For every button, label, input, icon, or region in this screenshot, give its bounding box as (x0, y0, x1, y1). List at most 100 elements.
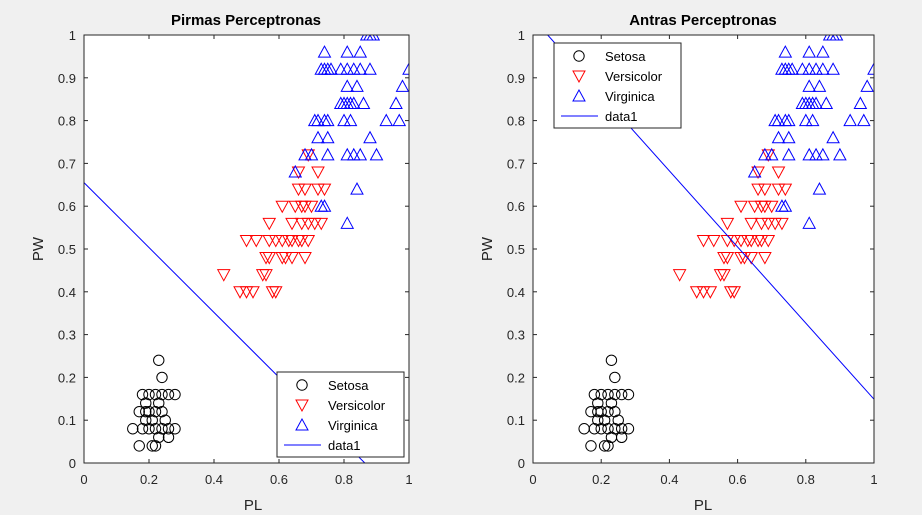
setosa-point (153, 397, 165, 409)
y-tick-label: 0.8 (58, 114, 76, 129)
versicolor-point (246, 286, 260, 299)
virginica-point (379, 113, 394, 127)
virginica-point (802, 147, 817, 161)
legend-label: Virginica (605, 89, 655, 104)
y-tick-label: 0 (69, 456, 76, 471)
plot-antras-perceptronas: Antras Perceptronas PL PW 0 0.2 0.4 0.6 0.8 1… (479, 12, 878, 514)
virginica-point (809, 96, 823, 109)
virginica-point (771, 113, 786, 127)
y-tick-label: 0.1 (58, 413, 76, 428)
virginica-point (350, 182, 364, 195)
setosa-point (156, 405, 168, 418)
virginica-point (816, 147, 830, 161)
setosa-point (169, 423, 181, 435)
chart-title: Pirmas Perceptronas (171, 12, 321, 29)
versicolor-point (314, 217, 329, 231)
versicolor-point (298, 252, 312, 265)
x-tick-label: 0.2 (140, 472, 158, 487)
virginica-point (812, 182, 827, 195)
setosa-point (149, 423, 162, 435)
versicolor-point (304, 200, 319, 214)
virginica-point (781, 113, 796, 127)
setosa-point (143, 423, 155, 435)
versicolor-point (262, 217, 277, 231)
legend-label: data1 (328, 438, 361, 453)
versicolor-point (285, 217, 299, 231)
plot-data-area (84, 35, 409, 463)
setosa-point (592, 397, 604, 409)
setosa-point (136, 423, 149, 435)
setosa-point (153, 431, 165, 444)
versicolor-point (311, 166, 325, 180)
x-axis-label: PL (694, 497, 712, 514)
y-tick-label: 1 (518, 28, 525, 43)
x-tick-label: 0.8 (335, 472, 353, 487)
legend-label: data1 (605, 109, 638, 124)
setosa-point (615, 431, 628, 444)
versicolor-point (744, 234, 759, 248)
legend-setosa-marker (296, 379, 308, 391)
virginica-point (304, 147, 319, 161)
setosa-point (622, 388, 635, 401)
virginica-point (802, 216, 817, 229)
y-tick-label: 0.9 (58, 71, 76, 86)
versicolor-point (298, 183, 312, 197)
y-tick-label: 0.2 (507, 370, 525, 385)
setosa-point (162, 423, 175, 435)
y-tick-label: 0.9 (507, 71, 525, 86)
versicolor-point (259, 269, 273, 282)
virginica-point (747, 164, 762, 178)
virginica-point (805, 113, 820, 127)
virginica-point (843, 113, 857, 127)
legend-versicolor-marker (572, 70, 586, 84)
x-tick-label: 0.4 (205, 472, 223, 487)
y-axis-label: PW (479, 236, 496, 261)
versicolor-point (734, 234, 748, 248)
virginica-point (785, 62, 800, 75)
y-tick-label: 0.4 (58, 285, 76, 300)
virginica-point (802, 62, 817, 75)
virginica-point (860, 79, 874, 92)
setosa-point (140, 397, 152, 409)
virginica-point (392, 113, 407, 127)
setosa-point (598, 440, 611, 452)
setosa-point (156, 388, 168, 401)
virginica-point (809, 147, 823, 161)
versicolor-point (775, 217, 789, 231)
setosa-point (143, 405, 155, 418)
y-tick-label: 0 (518, 456, 525, 471)
versicolor-point (744, 217, 759, 231)
plot-data-area (547, 35, 874, 452)
y-tick-label: 0.5 (58, 242, 76, 257)
virginica-point (311, 130, 325, 144)
versicolor-point (771, 166, 786, 180)
setosa-point (169, 388, 181, 401)
versicolor-point (768, 217, 782, 231)
setosa-point (156, 371, 168, 384)
versicolor-point (754, 217, 769, 231)
setosa-point (622, 423, 635, 435)
versicolor-point (727, 234, 742, 248)
virginica-point (343, 113, 358, 127)
virginica-point (758, 147, 772, 161)
setosa-point (159, 414, 171, 426)
versicolor-point (751, 183, 765, 197)
legend-label: Virginica (328, 418, 378, 433)
versicolor-point (778, 183, 793, 197)
versicolor-point (317, 183, 332, 197)
x-tick-label: 0.6 (270, 472, 288, 487)
virginica-point (353, 62, 368, 75)
virginica-point (856, 113, 871, 127)
setosa-point (592, 414, 604, 426)
virginica-point (320, 130, 335, 144)
setosa-point (605, 354, 618, 366)
virginica-point (389, 96, 403, 109)
versicolor-point (734, 200, 748, 214)
y-tick-label: 1 (69, 28, 76, 43)
y-tick-label: 0.5 (507, 242, 525, 257)
virginica-point (395, 79, 409, 92)
x-tick-label: 0.4 (660, 472, 678, 487)
x-tick-label: 0 (80, 472, 87, 487)
versicolor-point (751, 166, 765, 180)
